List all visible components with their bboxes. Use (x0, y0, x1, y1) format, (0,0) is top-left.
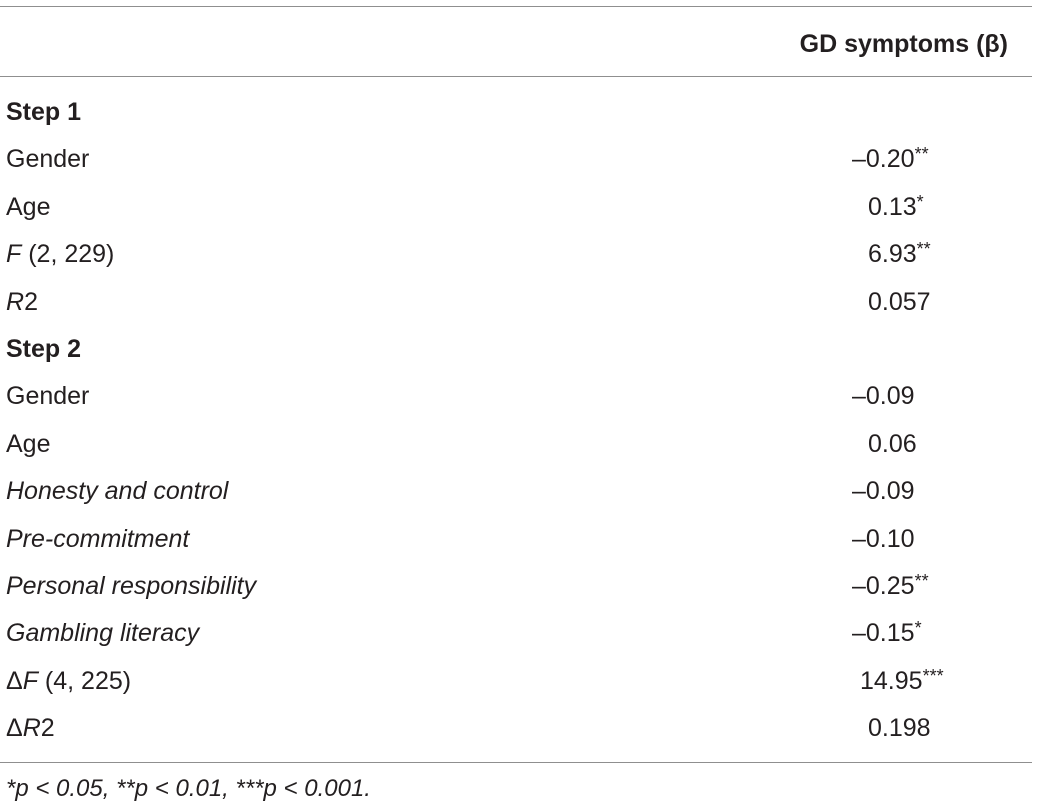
stat-superscript: 2 (40, 714, 55, 743)
significance-stars: ** (916, 239, 931, 260)
row-label: Step 1 (6, 92, 81, 132)
row-label: Gambling literacy (6, 613, 199, 653)
row-label: R2 (6, 282, 38, 322)
row-value: –0.25** (852, 566, 929, 608)
stat-symbol: F (6, 240, 22, 269)
row-value: 0.057 (868, 282, 931, 322)
beta-value: 0.057 (868, 287, 931, 316)
row-label: Age (6, 187, 50, 227)
table-row: Age 0.06 (0, 424, 1040, 471)
stat-superscript: 2 (24, 287, 38, 316)
row-value: –0.10 (852, 519, 915, 559)
row-label: ΔR2 (6, 708, 55, 748)
row-value: –0.15* (852, 613, 922, 655)
beta-value: 6.93 (868, 240, 917, 269)
row-value: 0.06 (868, 424, 917, 464)
table-row: F (2, 229) 6.93** (0, 234, 1040, 281)
beta-value: –0.10 (852, 524, 915, 553)
table-footnote: *p < 0.05, **p < 0.01, ***p < 0.001. (6, 775, 371, 802)
row-value: –0.20** (852, 139, 929, 181)
table-row: Gender –0.20** (0, 139, 1040, 186)
significance-stars: ** (914, 144, 929, 165)
significance-stars: ** (914, 570, 929, 591)
section-header-row: Step 1 (0, 92, 1040, 139)
row-label: Gender (6, 139, 89, 179)
beta-value: 0.13 (868, 192, 917, 221)
section-header-row: Step 2 (0, 329, 1040, 376)
beta-value: –0.15 (852, 619, 915, 648)
delta-symbol: Δ (6, 666, 23, 695)
bottom-rule (0, 762, 1032, 763)
header-rule (0, 76, 1032, 77)
row-value: 0.13* (868, 187, 924, 229)
top-rule (0, 6, 1032, 7)
row-value: –0.09 (852, 471, 915, 511)
beta-value: 14.95 (860, 666, 923, 695)
row-value: 0.198 (868, 708, 931, 748)
table-row: Pre-commitment –0.10 (0, 519, 1040, 566)
table-row: ΔR2 0.198 (0, 708, 1040, 755)
stat-df: (4, 225) (37, 666, 132, 695)
row-value: 14.95*** (860, 661, 944, 703)
row-label: ΔF (4, 225) (6, 661, 131, 701)
beta-value: 0.06 (868, 429, 917, 458)
row-label-text: Age (6, 429, 51, 458)
significance-stars: * (914, 618, 922, 639)
table-row: Age 0.13* (0, 187, 1040, 234)
table-row: R2 0.057 (0, 282, 1040, 329)
beta-value: 0.198 (868, 714, 931, 743)
row-label: Pre-commitment (6, 519, 189, 559)
row-value: –0.09 (852, 376, 915, 416)
row-label: Gender (6, 376, 89, 416)
row-label-text: Age (6, 192, 51, 221)
table-body: Step 1 Gender –0.20** Age 0.13* F (2, 229) 6.9… (0, 92, 1040, 755)
stat-symbol: F (22, 666, 38, 695)
row-label-text: Pre-commitment (6, 524, 190, 553)
row-label: Age (6, 424, 50, 464)
row-label: Personal responsibility (6, 566, 256, 606)
row-label-text: Gender (6, 382, 90, 411)
stat-symbol: R (22, 714, 41, 743)
stat-symbol: R (6, 287, 25, 316)
row-label: Step 2 (6, 329, 81, 369)
row-label-text: Personal responsibility (6, 571, 257, 600)
significance-stars: * (916, 191, 924, 212)
beta-value: –0.09 (852, 382, 915, 411)
beta-value: –0.20 (852, 145, 915, 174)
table-row: Honesty and control –0.09 (0, 471, 1040, 518)
significance-stars: *** (922, 665, 944, 686)
stat-df: (2, 229) (21, 240, 115, 269)
row-label-text: Honesty and control (6, 477, 229, 506)
beta-value: –0.09 (852, 477, 915, 506)
beta-value: –0.25 (852, 571, 915, 600)
row-label: Honesty and control (6, 471, 228, 511)
row-value: 6.93** (868, 234, 931, 276)
row-label-text: Step 2 (6, 334, 82, 363)
row-label-text: Step 1 (6, 98, 82, 126)
delta-symbol: Δ (6, 714, 23, 743)
table-row: Personal responsibility –0.25** (0, 566, 1040, 613)
row-label-text: Gambling literacy (6, 619, 200, 648)
table-row: Gambling literacy –0.15* (0, 613, 1040, 660)
table-row: ΔF (4, 225) 14.95*** (0, 661, 1040, 708)
row-label-text: Gender (6, 145, 90, 174)
table-row: Gender –0.09 (0, 376, 1040, 423)
row-label: F (2, 229) (6, 234, 114, 274)
column-header: GD symptoms (β) (799, 30, 1008, 58)
